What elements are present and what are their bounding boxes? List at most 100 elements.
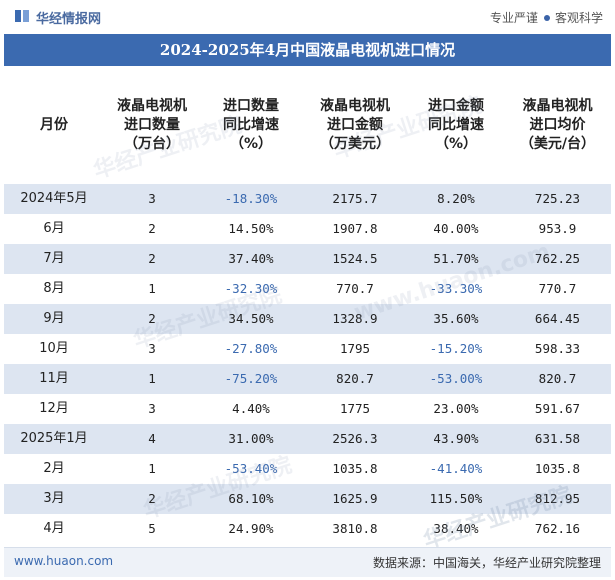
table-row: 3月 2 68.10% 1625.9 115.50% 812.95: [4, 484, 611, 514]
table-cell: -32.30%: [224, 281, 278, 296]
table-cell: 820.7: [336, 371, 374, 386]
table-cell: -41.40%: [429, 461, 483, 476]
table-cell: 1328.9: [332, 311, 378, 326]
table-title: 2024-2025年4月中国液晶电视机进口情况: [4, 34, 611, 66]
huajing-logo-icon: [15, 10, 29, 22]
site-link[interactable]: www.huaon.com: [14, 554, 114, 568]
table-cell: -27.80%: [224, 341, 278, 356]
table-cell: 35.60%: [433, 311, 479, 326]
table-cell: 11月: [39, 371, 69, 386]
table-row: 2024年5月 3 -18.30% 2175.7 8.20% 725.23: [4, 184, 611, 214]
table-cell: 40.00%: [433, 221, 479, 236]
column-header: 进口数量 同比增速 （%）: [223, 97, 279, 152]
table-cell: 4.40%: [232, 401, 270, 416]
table-cell: 3月: [43, 491, 65, 506]
table-cell: 3: [148, 191, 156, 206]
table-cell: 24.90%: [228, 521, 274, 536]
table-row: 9月 2 34.50% 1328.9 35.60% 664.45: [4, 304, 611, 334]
table-header: 月份 液晶电视机 进口数量 （万台） 进口数量 同比增速 （%） 液晶电视机 进口金额…: [4, 66, 611, 184]
tagline: 专业严谨 客观科学: [490, 9, 603, 26]
table-cell: 598.33: [534, 341, 581, 356]
table-cell: 2: [148, 221, 156, 236]
table-cell: 2月: [43, 461, 65, 476]
table-row: 7月 2 37.40% 1524.5 51.70% 762.25: [4, 244, 611, 274]
table-cell: 6月: [43, 221, 65, 236]
column-header: 液晶电视机 进口均价 （美元/台）: [519, 97, 596, 152]
table-cell: 664.45: [534, 311, 581, 326]
table-cell: 820.7: [538, 371, 577, 386]
table-cell: 1035.8: [534, 461, 581, 476]
table-cell: 14.50%: [228, 221, 274, 236]
table-cell: 5: [148, 521, 156, 536]
table-cell: 770.7: [538, 281, 577, 296]
table-cell: 1: [148, 371, 156, 386]
table-cell: 2024年5月: [20, 191, 88, 206]
column-header: 月份: [40, 116, 68, 133]
footer: www.huaon.com 数据来源：中国海关，华经产业研究院整理: [4, 547, 611, 577]
table-cell: 725.23: [534, 191, 581, 206]
table-row: 2月 1 -53.40% 1035.8 -41.40% 1035.8: [4, 454, 611, 484]
table-cell: 10月: [39, 341, 69, 356]
table-row: 8月 1 -32.30% 770.7 -33.30% 770.7: [4, 274, 611, 304]
table-cell: 37.40%: [228, 251, 274, 266]
table-cell: 591.67: [534, 401, 581, 416]
table-cell: 115.50%: [429, 491, 483, 506]
table-cell: 631.58: [534, 431, 581, 446]
table-cell: 812.95: [534, 491, 581, 506]
table-cell: 2025年1月: [20, 431, 88, 446]
table-cell: 3: [148, 341, 156, 356]
table-cell: 8.20%: [437, 191, 475, 206]
table-cell: 2526.3: [332, 431, 378, 446]
table-cell: 4月: [43, 521, 65, 536]
table-row: 4月 5 24.90% 3810.8 38.40% 762.16: [4, 514, 611, 544]
table-cell: 2: [148, 251, 156, 266]
table-cell: 1795: [339, 341, 371, 356]
table-cell: 9月: [43, 311, 65, 326]
column-header: 液晶电视机 进口金额 （万美元）: [320, 97, 390, 152]
table-cell: 1035.8: [332, 461, 378, 476]
table-cell: -33.30%: [429, 281, 483, 296]
table-cell: 1775: [339, 401, 371, 416]
table-cell: 762.25: [534, 251, 581, 266]
dot-separator-icon: [543, 15, 550, 21]
table-cell: -15.20%: [429, 341, 483, 356]
table-cell: 4: [148, 431, 156, 446]
table-row: 6月 2 14.50% 1907.8 40.00% 953.9: [4, 214, 611, 244]
top-bar: 华经情报网 专业严谨 客观科学: [0, 0, 615, 34]
column-header: 液晶电视机 进口数量 （万台）: [117, 97, 187, 152]
table-cell: -75.20%: [224, 371, 278, 386]
table-row: 10月 3 -27.80% 1795 -15.20% 598.33: [4, 334, 611, 364]
tagline-left: 专业严谨: [489, 11, 538, 25]
table-cell: 38.40%: [433, 521, 479, 536]
table-cell: 3: [148, 401, 156, 416]
table-row: 11月 1 -75.20% 820.7 -53.00% 820.7: [4, 364, 611, 394]
table-cell: 8月: [43, 281, 65, 296]
table-cell: -53.00%: [429, 371, 483, 386]
table-cell: 1: [148, 461, 156, 476]
tagline-right: 客观科学: [554, 11, 603, 25]
table-cell: 2: [148, 491, 156, 506]
brand-name: 华经情报网: [36, 12, 102, 27]
table-row: 12月 3 4.40% 1775 23.00% 591.67: [4, 394, 611, 424]
table-cell: 2175.7: [332, 191, 378, 206]
table-cell: 1625.9: [332, 491, 378, 506]
table-cell: 43.90%: [433, 431, 479, 446]
table-cell: 953.9: [538, 221, 577, 236]
table-cell: 1: [148, 281, 156, 296]
data-source: 数据来源：中国海关，华经产业研究院整理: [372, 556, 601, 570]
table-cell: 12月: [39, 401, 69, 416]
table-cell: 1907.8: [332, 221, 378, 236]
table-cell: 2: [148, 311, 156, 326]
table-cell: 51.70%: [433, 251, 479, 266]
table-cell: 7月: [43, 251, 65, 266]
table-cell: 34.50%: [228, 311, 274, 326]
table-cell: 31.00%: [228, 431, 274, 446]
table-cell: -53.40%: [224, 461, 278, 476]
column-header: 进口金额 同比增速 （%）: [428, 97, 484, 152]
table-cell: 68.10%: [228, 491, 274, 506]
table-cell: 770.7: [336, 281, 374, 296]
table-row: 2025年1月 4 31.00% 2526.3 43.90% 631.58: [4, 424, 611, 454]
table-cell: -18.30%: [224, 191, 278, 206]
table-cell: 3810.8: [332, 521, 378, 536]
table-cell: 23.00%: [433, 401, 479, 416]
